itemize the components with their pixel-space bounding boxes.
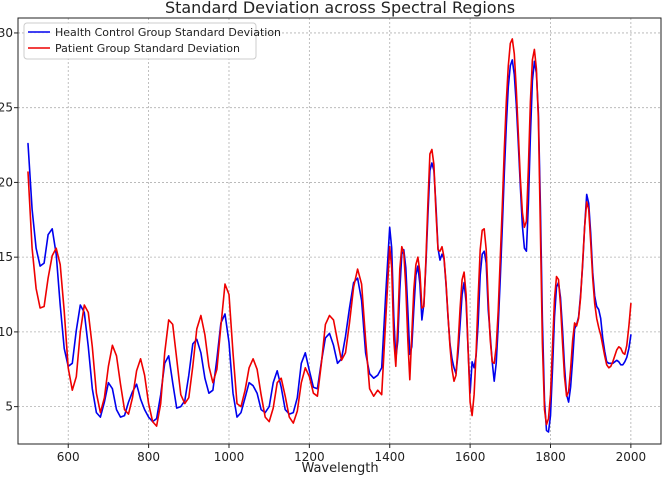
y-tick-label: 25 bbox=[0, 101, 13, 115]
y-tick-label: 20 bbox=[0, 175, 13, 189]
series-line-patient bbox=[27, 38, 632, 427]
legend-box bbox=[23, 22, 257, 60]
chart-title: Standard Deviation across Spectral Regio… bbox=[165, 0, 515, 17]
x-axis-label: Wavelength bbox=[301, 461, 378, 476]
legend: Health Control Group Standard Deviation … bbox=[23, 22, 281, 60]
y-axis: 5 10 15 20 25 30 bbox=[0, 26, 18, 414]
x-tick-label: 1600 bbox=[455, 450, 486, 464]
x-tick-label: 2000 bbox=[616, 450, 647, 464]
x-tick-label: 1200 bbox=[294, 450, 325, 464]
x-tick-label: 800 bbox=[137, 450, 160, 464]
x-tick-label: 600 bbox=[57, 450, 80, 464]
plot-frame bbox=[17, 17, 662, 445]
y-tick-label: 5 bbox=[5, 400, 13, 414]
legend-label-health-control: Health Control Group Standard Deviation bbox=[55, 26, 281, 39]
x-tick-label: 1000 bbox=[214, 450, 245, 464]
y-tick-label: 10 bbox=[0, 325, 13, 339]
y-tick-label: 15 bbox=[0, 250, 13, 264]
x-axis: 600 800 1000 1200 1400 1600 1800 2000 bbox=[57, 444, 646, 464]
series-layer bbox=[27, 38, 632, 433]
x-tick-label: 1800 bbox=[535, 450, 566, 464]
legend-label-patient: Patient Group Standard Deviation bbox=[55, 42, 240, 55]
y-tick-label: 30 bbox=[0, 26, 13, 40]
x-tick-label: 1400 bbox=[374, 450, 405, 464]
